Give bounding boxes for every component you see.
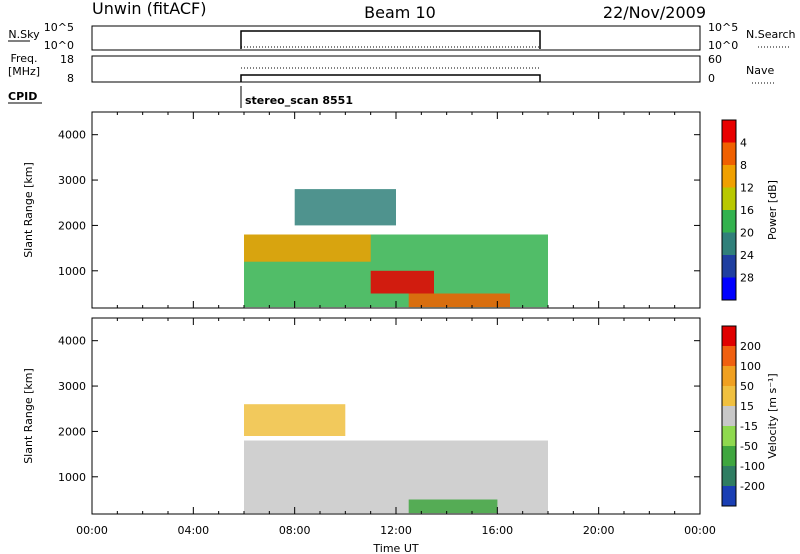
colorbar-swatch [722,326,736,347]
colorbar-swatch [722,232,736,256]
colorbar-tick-label: 16 [740,204,754,217]
colorbar-tick-label: -100 [740,460,765,473]
nsky-frame [91,25,701,51]
colorbar-swatch [722,406,736,427]
colorbar-tick-label: 28 [740,272,754,285]
scatter-region [408,499,498,514]
colorbar-tick-label: -15 [740,420,758,433]
power-ylabel: Slant Range [km] [22,162,35,258]
scatter-region [244,404,346,436]
colorbar-swatch [722,187,736,211]
velocity-colorbar-label: Velocity [m s⁻¹] [766,373,779,458]
freq-tick-bottom: 8 [67,72,74,85]
colorbar-swatch [722,466,736,487]
x-tick-label: 08:00 [279,524,311,537]
y-tick-label: 2000 [58,425,86,438]
nsky-tick-bottom: 10^0 [44,39,74,52]
nave-label: Nave [746,64,774,77]
nave-tick-bottom: 0 [708,72,715,85]
colorbar-swatch [722,386,736,407]
colorbar-swatch [722,277,736,301]
y-tick-label: 1000 [58,265,86,278]
nsearch-tick-bottom: 10^0 [708,39,738,52]
colorbar-tick-label: -200 [740,480,765,493]
y-tick-label: 2000 [58,219,86,232]
colorbar-swatch [722,346,736,367]
velocity-panel: Slant Range [km] Velocity [m s⁻¹] Time U… [22,317,779,554]
freq-panel: Freq. [MHz] 18 8 60 0 Nave [8,52,775,85]
time-xlabel: Time UT [372,542,418,554]
colorbar-tick-label: 15 [740,400,754,413]
colorbar-swatch [722,165,736,188]
colorbar-swatch [722,255,736,278]
nsky-panel: N.Sky 10^5 10^0 10^5 10^0 N.Search [8,21,796,52]
colorbar-tick-label: 100 [740,360,761,373]
y-tick-label: 4000 [58,335,86,348]
nsky-trace [240,30,541,49]
velocity-ylabel: Slant Range [km] [22,368,35,464]
colorbar-tick-label: 4 [740,137,747,150]
x-tick-label: 00:00 [76,524,108,537]
freq-label: Freq. [10,52,37,65]
power-colorbar-label: Power [dB] [766,180,779,240]
colorbar-swatch [722,426,736,447]
nsearch-tick-top: 10^5 [708,21,738,34]
colorbar-swatch [722,142,736,166]
freq-unit: [MHz] [8,65,40,78]
freq-tick-top: 18 [60,53,74,66]
freq-frame [91,55,701,83]
y-tick-label: 3000 [58,174,86,187]
y-tick-label: 1000 [58,471,86,484]
cpid-row: CPID stereo_scan 8551 [8,86,353,108]
freq-trace [240,74,541,82]
nsky-tick-top: 10^5 [44,21,74,34]
x-tick-label: 16:00 [481,524,513,537]
colorbar-tick-label: 20 [740,227,754,240]
x-tick-label: 00:00 [684,524,716,537]
cpid-segment-text: stereo_scan 8551 [245,94,353,107]
station-title: Unwin (fitACF) [92,0,206,18]
cpid-label: CPID [8,90,37,103]
colorbar-tick-label: 24 [740,249,754,262]
scatter-region [244,440,548,514]
y-tick-label: 3000 [58,380,86,393]
colorbar-swatch [722,210,736,233]
colorbar-swatch [722,120,736,143]
x-tick-label: 20:00 [583,524,615,537]
colorbar-tick-label: -50 [740,440,758,453]
colorbar-tick-label: 50 [740,380,754,393]
power-panel: Slant Range [km] Power [dB] 1000 2000 3000… [22,111,779,309]
colorbar-frame [721,325,737,507]
colorbar-tick-label: 200 [740,340,761,353]
date-title: 22/Nov/2009 [603,3,706,22]
colorbar-swatch [722,486,736,507]
colorbar-tick-label: 8 [740,159,747,172]
nsky-left-label: N.Sky [8,28,40,41]
nave-tick-top: 60 [708,53,722,66]
scatter-region [294,189,396,226]
scatter-region [244,234,371,262]
colorbar-swatch [722,366,736,387]
colorbar-tick-label: 12 [740,182,754,195]
nsearch-right-label: N.Search [746,28,796,41]
y-tick-label: 4000 [58,129,86,142]
colorbar-swatch [722,446,736,467]
scatter-region [408,293,510,308]
scatter-region [370,270,434,294]
colorbar-frame [721,119,737,301]
x-tick-label: 04:00 [177,524,209,537]
beam-title: Beam 10 [364,3,436,22]
x-tick-label: 12:00 [380,524,412,537]
